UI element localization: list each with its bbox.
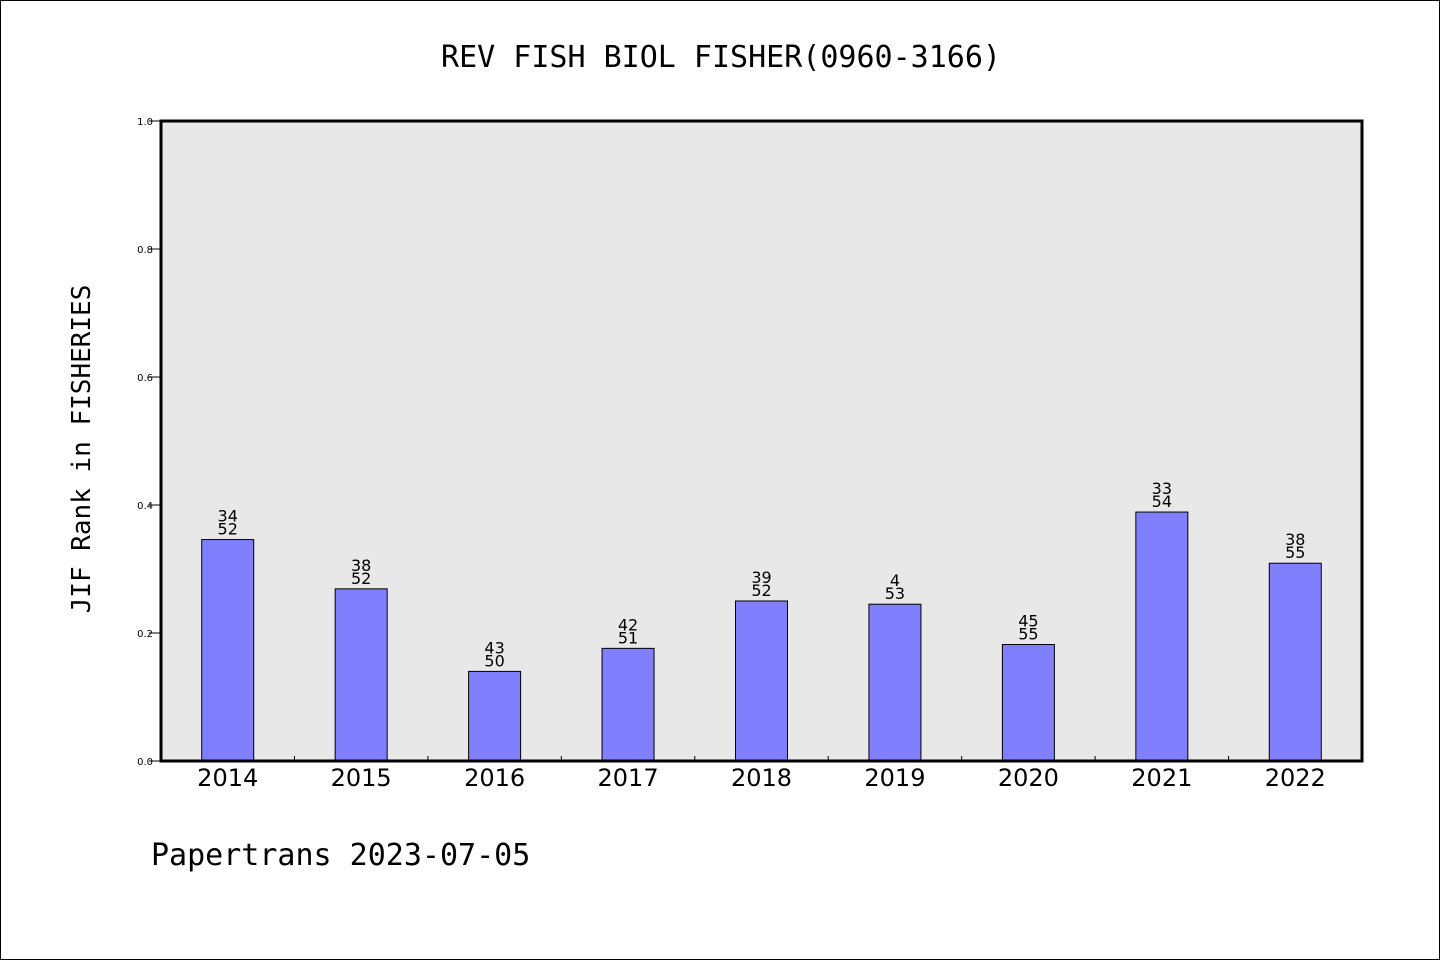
bar-total-label: 53 bbox=[885, 584, 905, 603]
x-tick-label: 2018 bbox=[731, 764, 792, 792]
bar-2017 bbox=[601, 647, 655, 762]
bar-2019 bbox=[868, 603, 922, 762]
y-tick-label: 0.0 bbox=[137, 757, 153, 768]
bar-total-label: 52 bbox=[218, 520, 238, 539]
x-tick-label: 2021 bbox=[1131, 764, 1192, 792]
bar-total-label: 50 bbox=[484, 651, 504, 670]
x-tick-label: 2022 bbox=[1265, 764, 1326, 792]
bar-rank-label: 38 bbox=[351, 556, 371, 575]
bar-rank-label: 38 bbox=[1285, 530, 1305, 549]
bar-2016 bbox=[468, 670, 522, 762]
bar-rank-label: 45 bbox=[1018, 612, 1038, 631]
bar-2014 bbox=[201, 539, 255, 762]
bar-rank-label: 4 bbox=[890, 571, 900, 590]
bar-total-label: 52 bbox=[751, 581, 771, 600]
bar-2018 bbox=[735, 600, 788, 762]
bar-rank-label: 43 bbox=[484, 638, 504, 657]
x-tick-label: 2015 bbox=[331, 764, 392, 792]
bar-2021 bbox=[1135, 511, 1189, 762]
x-tick-label: 2017 bbox=[598, 764, 659, 792]
bar-total-label: 52 bbox=[351, 569, 371, 588]
plot-border bbox=[159, 119, 1364, 763]
bar-2015 bbox=[334, 588, 388, 762]
bar-total-label: 55 bbox=[1285, 543, 1305, 562]
bar-rank-label: 42 bbox=[618, 615, 638, 634]
y-tick-label: 1.0 bbox=[137, 117, 153, 128]
y-tick-label: 0.6 bbox=[137, 373, 153, 384]
chart-title: REV FISH BIOL FISHER(0960-3166) bbox=[441, 40, 1001, 75]
bar-rank-label: 33 bbox=[1152, 479, 1172, 498]
x-axis-ticks: 2014 2015 2016 2017 2018 2019 2020 2021 2022 bbox=[197, 756, 1326, 792]
bar-total-label: 55 bbox=[1018, 625, 1038, 644]
x-tick-label: 2020 bbox=[998, 764, 1059, 792]
y-tick-label: 0.2 bbox=[137, 629, 153, 640]
bar-2022 bbox=[1268, 562, 1322, 762]
bar-total-label: 54 bbox=[1152, 492, 1172, 511]
bar-2020 bbox=[1001, 644, 1055, 762]
y-axis-ticks: 0.0 0.2 0.4 0.6 0.8 1.0 bbox=[137, 117, 161, 768]
bar-rank-label: 34 bbox=[218, 507, 238, 526]
x-tick-label: 2014 bbox=[197, 764, 258, 792]
x-tick-label: 2019 bbox=[864, 764, 925, 792]
bar-total-label: 51 bbox=[618, 628, 638, 647]
bar-rank-label: 39 bbox=[751, 568, 771, 587]
x-tick-label: 2016 bbox=[464, 764, 525, 792]
y-tick-label: 0.8 bbox=[137, 245, 153, 256]
footer-credit: Papertrans 2023-07-05 bbox=[151, 838, 530, 873]
y-axis-label: JIF Rank in FISHERIES bbox=[67, 285, 97, 614]
y-tick-label: 0.4 bbox=[137, 501, 153, 512]
